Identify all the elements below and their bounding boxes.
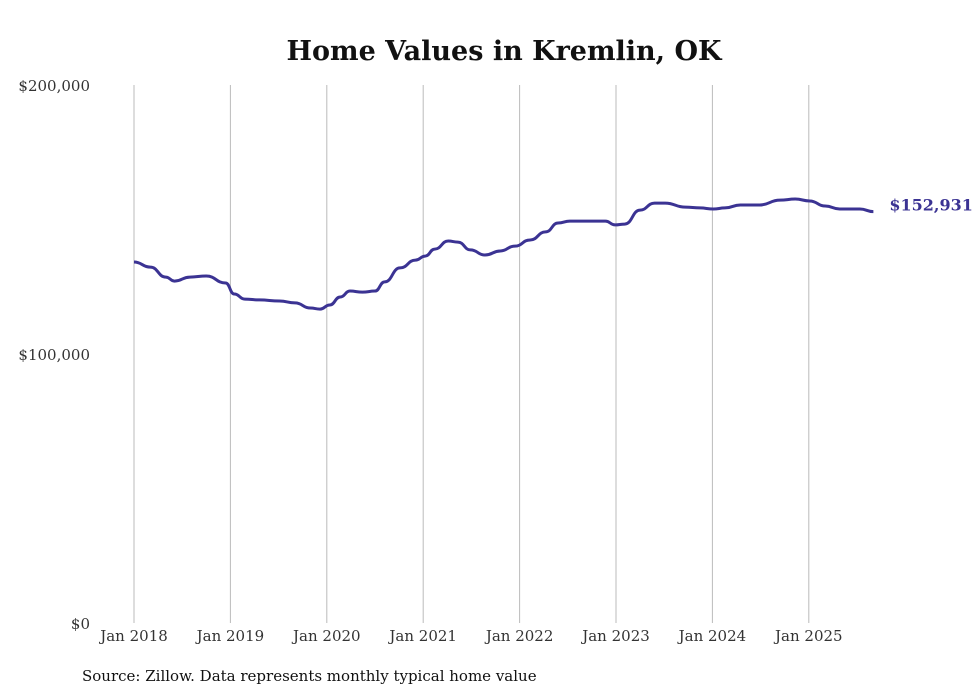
x-tick-label: Jan 2020 <box>291 627 361 645</box>
series-line <box>133 197 874 311</box>
x-tick-label: Jan 2025 <box>773 627 843 645</box>
x-tick-label: Jan 2019 <box>195 627 265 645</box>
y-tick-label: $100,000 <box>18 346 90 364</box>
end-value-label: $152,931 <box>889 196 973 215</box>
source-note: Source: Zillow. Data represents monthly … <box>82 667 537 685</box>
y-tick-label: $0 <box>71 615 90 633</box>
x-tick-label: Jan 2022 <box>484 627 554 645</box>
x-tick-label: Jan 2018 <box>98 627 168 645</box>
x-tick-label: Jan 2023 <box>580 627 650 645</box>
x-tick-label: Jan 2024 <box>677 627 747 645</box>
y-tick-label: $200,000 <box>18 77 90 95</box>
x-tick-label: Jan 2021 <box>387 627 457 645</box>
chart-title: Home Values in Kremlin, OK <box>287 36 723 67</box>
